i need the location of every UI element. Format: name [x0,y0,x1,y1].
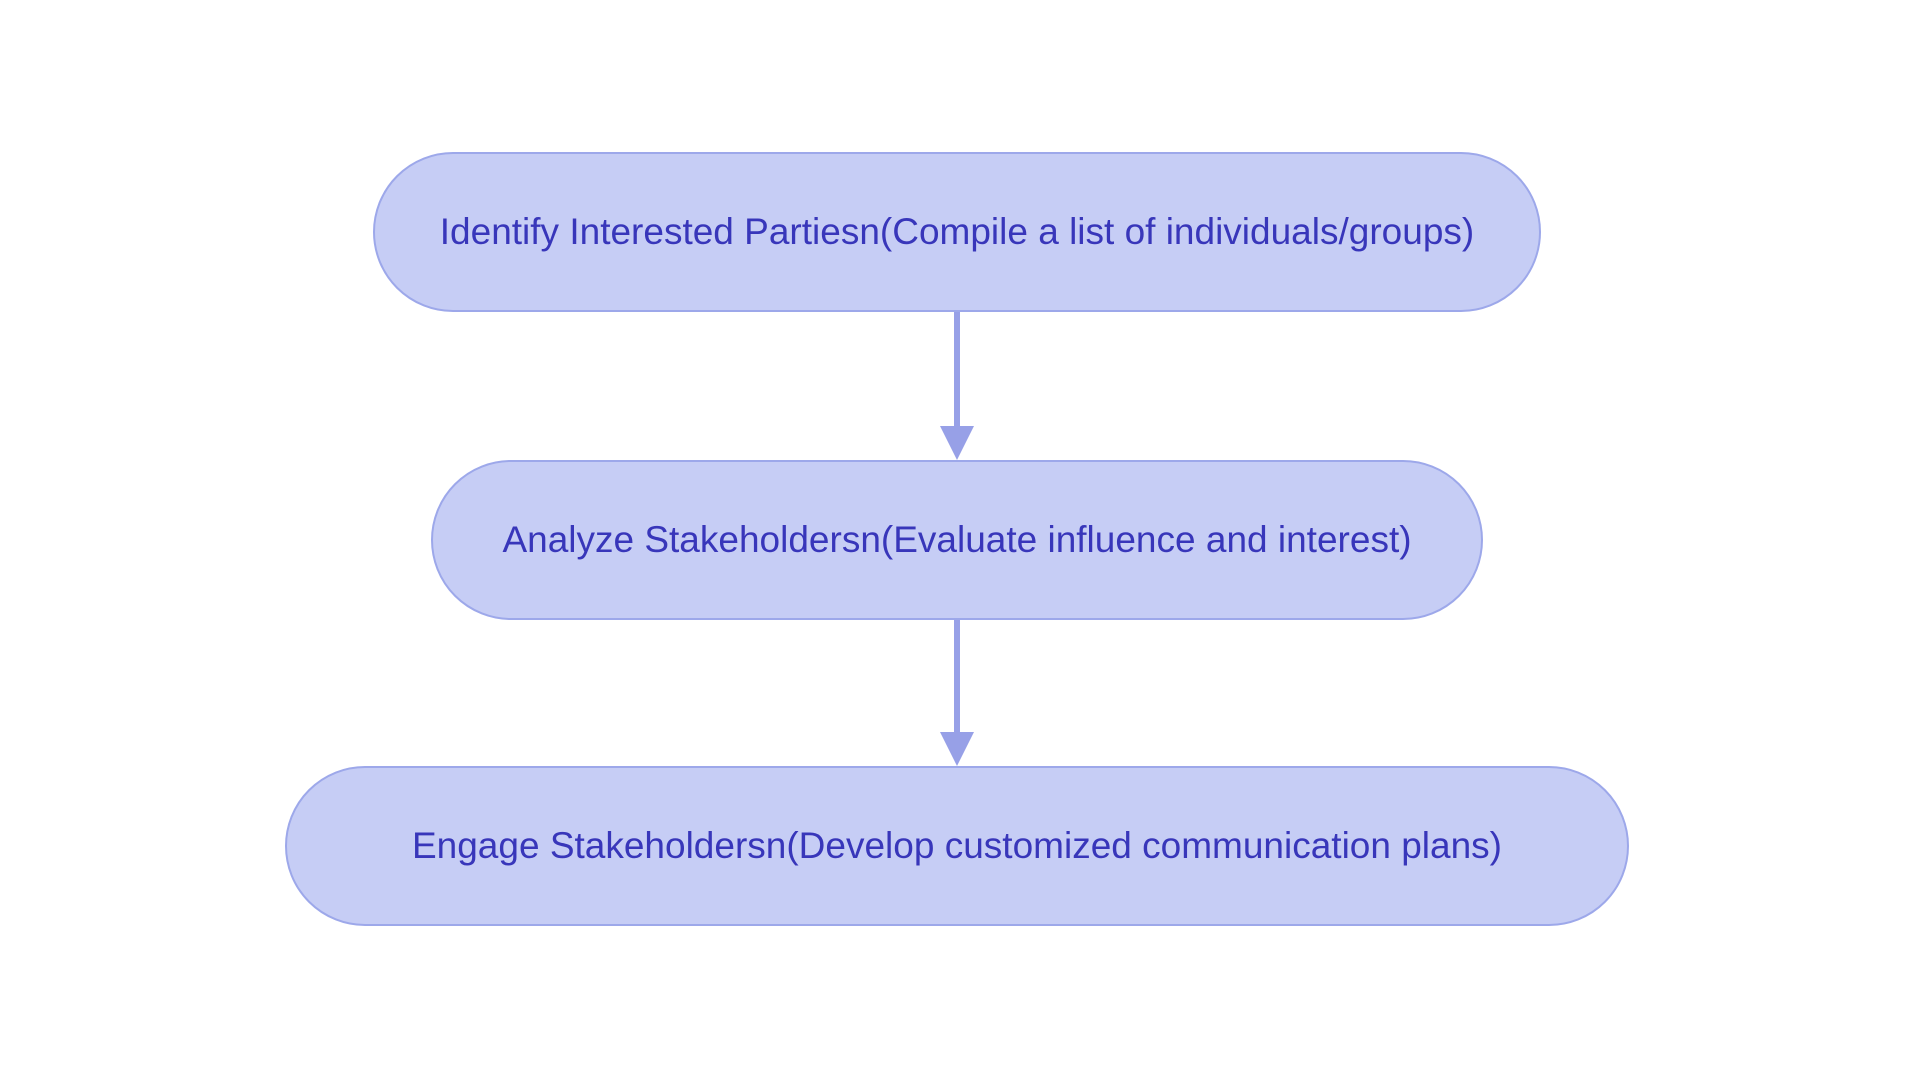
arrow-head-1 [940,426,974,460]
arrow-line-2 [954,620,960,732]
flowchart-node-label-1: Identify Interested Partiesn(Compile a l… [440,211,1474,253]
flowchart-node-label-3: Engage Stakeholdersn(Develop customized … [412,825,1502,867]
arrow-line-1 [954,312,960,426]
flowchart-node-label-2: Analyze Stakeholdersn(Evaluate influence… [502,519,1411,561]
flowchart-canvas: Identify Interested Partiesn(Compile a l… [0,0,1920,1083]
arrow-head-2 [940,732,974,766]
flowchart-node-1: Identify Interested Partiesn(Compile a l… [373,152,1541,312]
flowchart-node-3: Engage Stakeholdersn(Develop customized … [285,766,1629,926]
flowchart-node-2: Analyze Stakeholdersn(Evaluate influence… [431,460,1483,620]
